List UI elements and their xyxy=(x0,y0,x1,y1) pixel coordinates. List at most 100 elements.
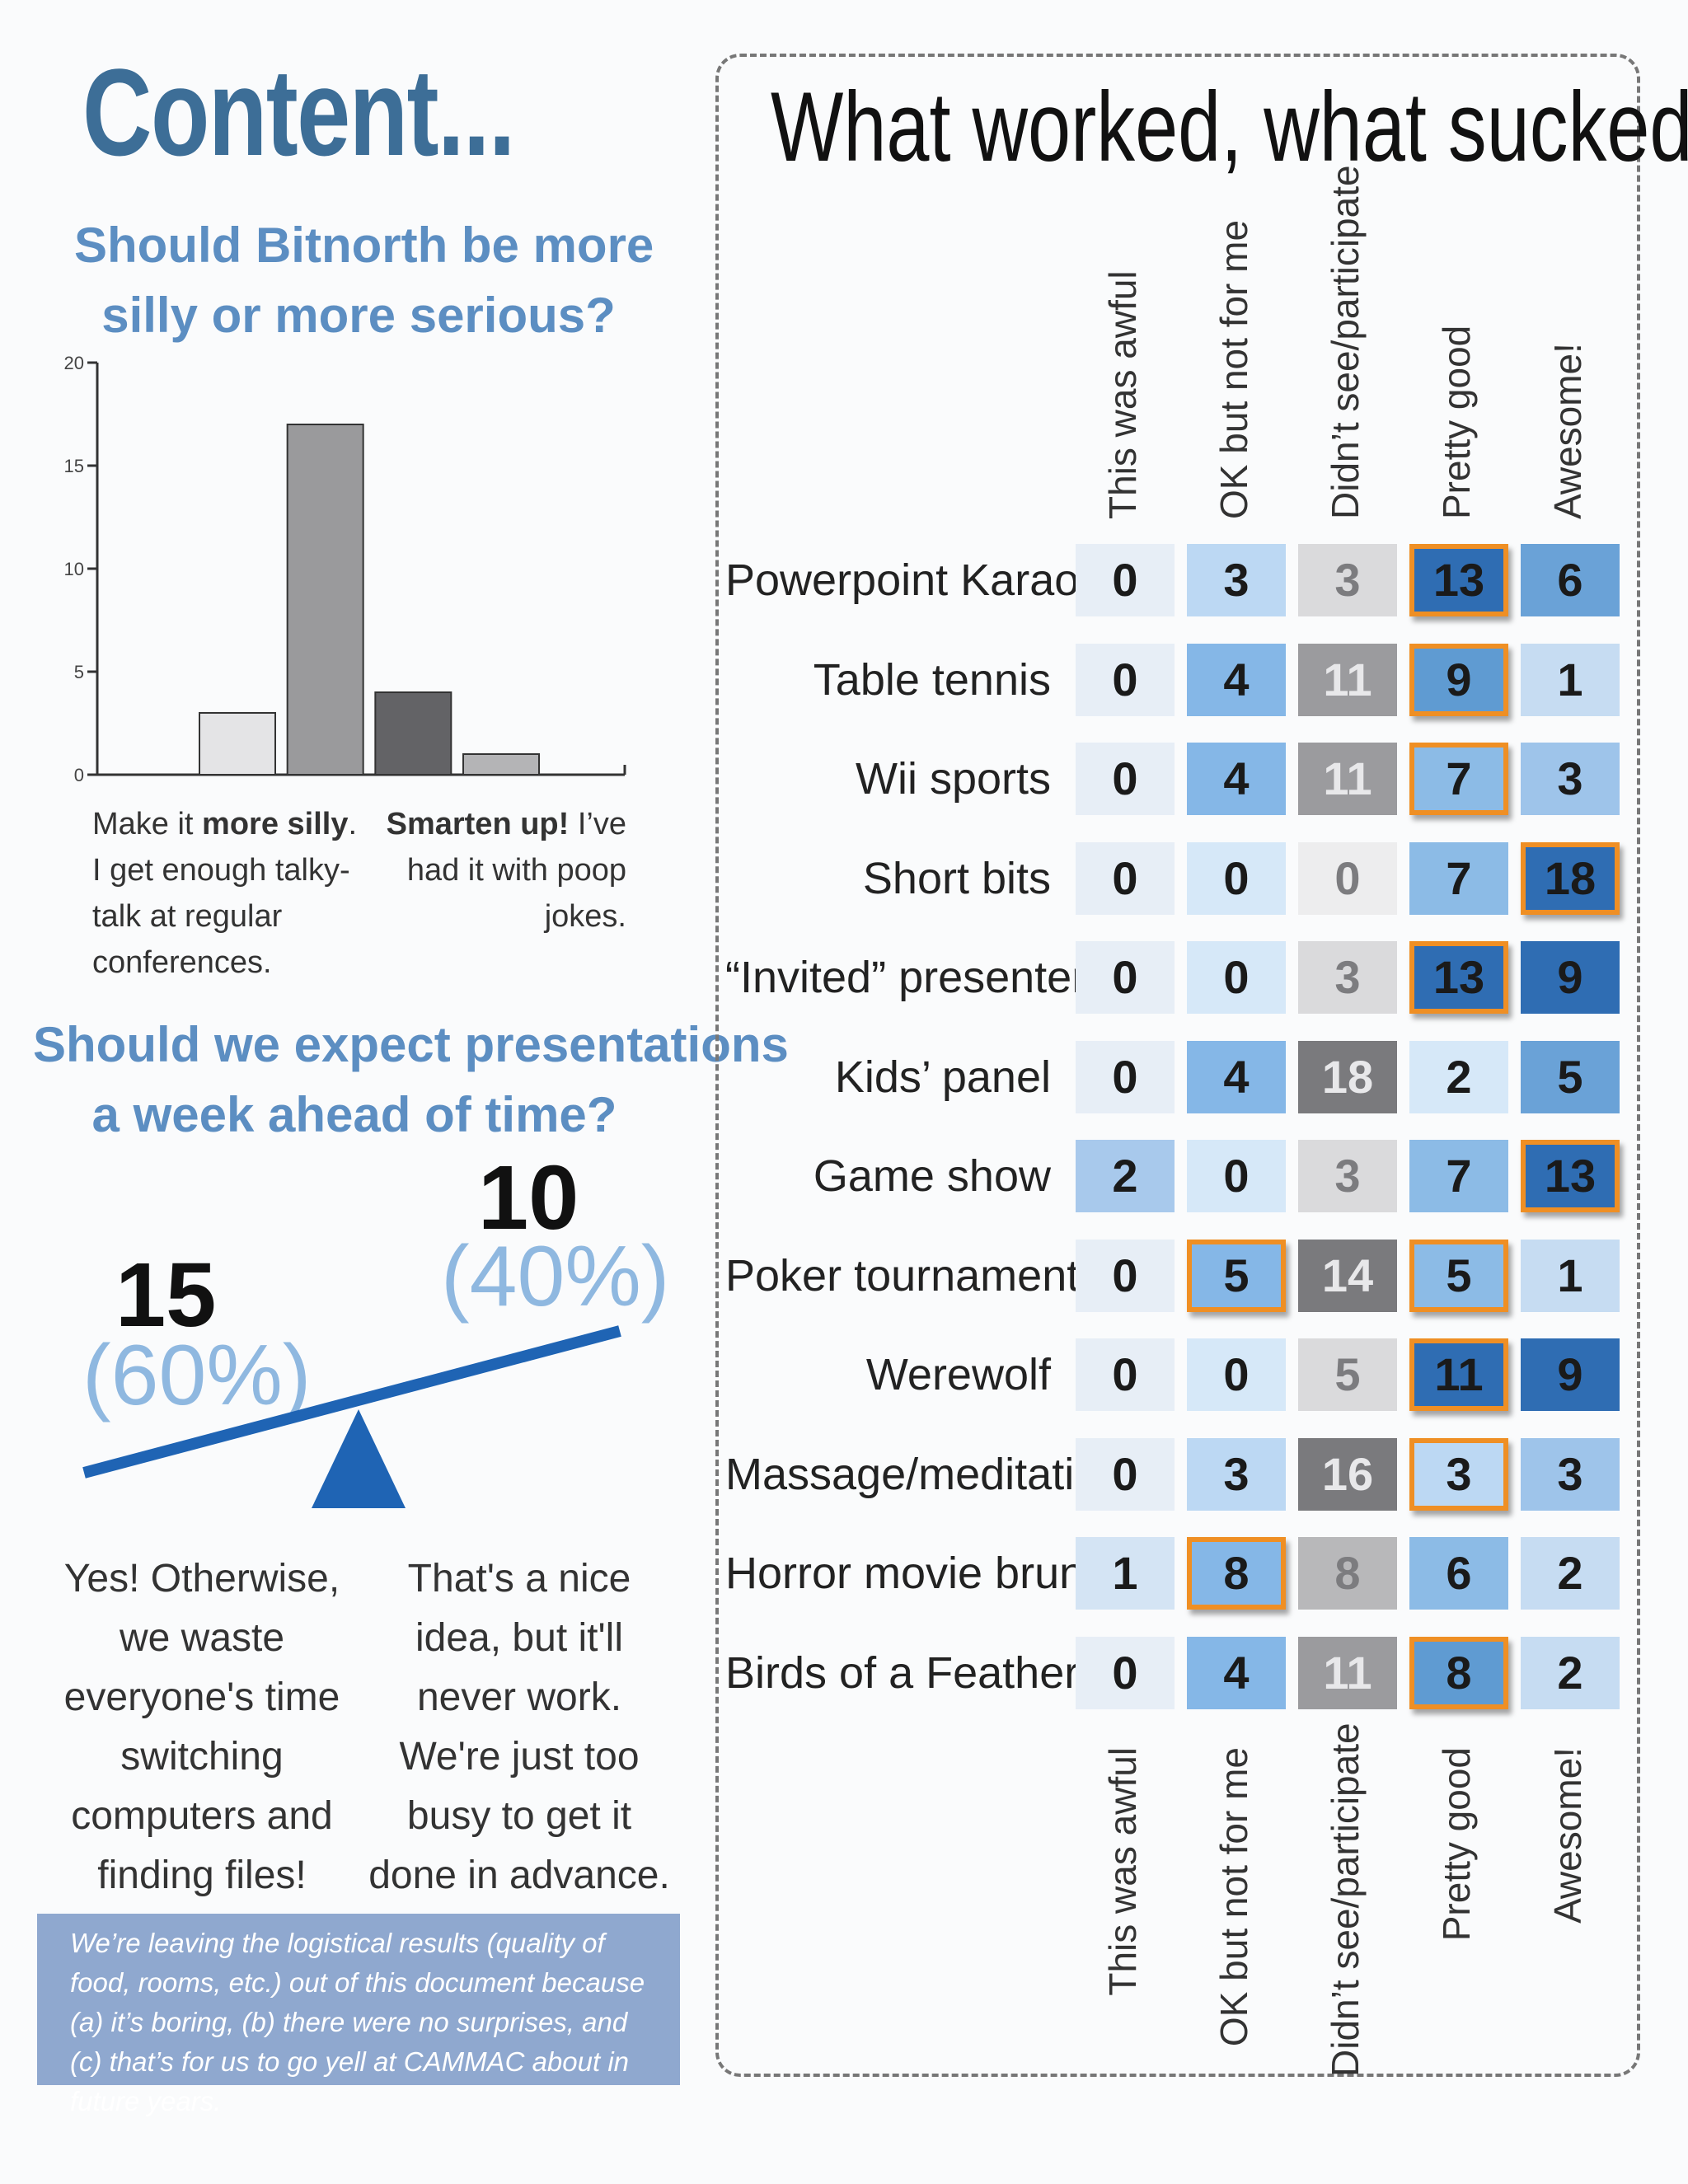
matrix-cell: 0 xyxy=(1187,1338,1286,1411)
silly-caption: Make it more silly. I get enough talky-t… xyxy=(92,801,364,986)
silly-caption-prefix: Make it xyxy=(92,807,203,841)
matrix-cell: 0 xyxy=(1076,941,1175,1014)
matrix-cell: 0 xyxy=(1298,841,1397,915)
matrix-cell: 2 xyxy=(1521,1537,1620,1610)
matrix-cell: 11 xyxy=(1298,743,1397,815)
matrix-cell: 5 xyxy=(1521,1040,1620,1113)
y-tick-label: 0 xyxy=(74,765,84,785)
bar xyxy=(199,712,276,776)
page-title: Content... xyxy=(82,43,515,181)
matrix-cell: 5 xyxy=(1187,1239,1286,1312)
column-header-bottom: Didn’t see/participate xyxy=(1324,1722,1367,2077)
matrix-cell: 1 xyxy=(1076,1537,1175,1610)
no-opinion-text: That's a nice idea, but it'll never work… xyxy=(368,1557,670,1897)
matrix-cell: 0 xyxy=(1076,841,1175,915)
row-label: “Invited” presenters xyxy=(725,953,1109,1002)
matrix-cell: 13 xyxy=(1521,1140,1620,1212)
silly-question-title: Should Bitnorth be more silly or more se… xyxy=(74,210,654,350)
y-tick-label: 5 xyxy=(74,662,84,682)
matrix-cell: 2 xyxy=(1076,1140,1175,1212)
serious-caption: Smarten up! I’ve had it with poop jokes. xyxy=(363,801,626,940)
matrix-cell: 1 xyxy=(1521,1239,1620,1312)
seesaw-fulcrum xyxy=(312,1409,406,1508)
bar xyxy=(374,691,452,776)
matrix-cell: 9 xyxy=(1521,941,1620,1014)
bar xyxy=(286,424,364,776)
serious-caption-rest: I’ve had it with poop jokes. xyxy=(406,807,626,934)
column-header-bottom: Awesome! xyxy=(1546,1747,1589,1924)
matrix-cell: 4 xyxy=(1187,643,1286,716)
row-label: Birds of a Feather xyxy=(725,1647,1080,1698)
matrix-cell: 11 xyxy=(1298,643,1397,716)
presentations-question-title: Should we expect presentations a week ah… xyxy=(33,1010,789,1150)
column-header-top: This was awful xyxy=(1101,270,1144,519)
matrix-cell: 0 xyxy=(1076,643,1175,716)
matrix-cell: 13 xyxy=(1409,941,1508,1014)
presentations-question-title-line: Should we expect presentations xyxy=(33,1017,789,1072)
yes-percent: (60%) xyxy=(82,1328,312,1423)
matrix-cell: 0 xyxy=(1187,941,1286,1014)
matrix-cell: 18 xyxy=(1298,1040,1397,1113)
column-header-bottom: This was awful xyxy=(1101,1747,1144,1996)
matrix-cell: 2 xyxy=(1409,1040,1508,1113)
matrix-cell: 4 xyxy=(1187,1636,1286,1709)
matrix-cell: 11 xyxy=(1298,1636,1397,1709)
matrix-cell: 6 xyxy=(1409,1537,1508,1610)
no-percent: (40%) xyxy=(441,1229,670,1324)
yes-opinion-text: Yes! Otherwise, we waste everyone's time… xyxy=(63,1557,340,1897)
matrix-cell: 0 xyxy=(1076,1239,1175,1312)
matrix-cell: 0 xyxy=(1076,1437,1175,1511)
matrix-cell: 1 xyxy=(1521,643,1620,716)
matrix-cell: 14 xyxy=(1298,1239,1397,1312)
silly-caption-rest: . I get enough talky-talk at regular con… xyxy=(92,807,358,980)
row-label: Game show xyxy=(813,1151,1051,1201)
matrix-cell: 0 xyxy=(1076,743,1175,815)
matrix-cell: 7 xyxy=(1409,1140,1508,1212)
row-label: Powerpoint Karaoke xyxy=(725,555,1127,605)
row-label: Table tennis xyxy=(813,654,1051,705)
matrix-cell: 3 xyxy=(1409,1437,1508,1511)
row-label: Horror movie brunch xyxy=(725,1549,1132,1598)
matrix-cell: 16 xyxy=(1298,1437,1397,1511)
matrix-cell: 0 xyxy=(1076,1040,1175,1113)
matrix-cell: 0 xyxy=(1187,1140,1286,1212)
column-header-bottom: OK but not for me xyxy=(1212,1747,1255,2047)
no-count: 10 xyxy=(478,1147,579,1249)
matrix-cell: 3 xyxy=(1298,544,1397,616)
matrix-cell: 3 xyxy=(1521,1437,1620,1511)
column-header-top: OK but not for me xyxy=(1212,219,1255,519)
matrix-cell: 9 xyxy=(1521,1338,1620,1411)
matrix-cell: 3 xyxy=(1298,1140,1397,1212)
row-label: Short bits xyxy=(862,853,1051,903)
silly-caption-bold: more silly xyxy=(202,807,349,841)
matrix-cell: 13 xyxy=(1409,544,1508,616)
matrix-cell: 7 xyxy=(1409,743,1508,815)
matrix-cell: 3 xyxy=(1298,941,1397,1014)
matrix-cell: 0 xyxy=(1187,841,1286,915)
column-header-bottom: Pretty good xyxy=(1435,1747,1478,1942)
matrix-cell: 18 xyxy=(1521,841,1620,915)
matrix-cell: 9 xyxy=(1409,643,1508,716)
row-label: Werewolf xyxy=(865,1350,1051,1399)
serious-caption-bold: Smarten up! xyxy=(386,807,570,841)
matrix-cell: 5 xyxy=(1298,1338,1397,1411)
matrix-cell: 0 xyxy=(1076,1338,1175,1411)
matrix-cell: 8 xyxy=(1187,1537,1286,1610)
matrix-cell: 4 xyxy=(1187,1040,1286,1113)
matrix-cell: 11 xyxy=(1409,1338,1508,1411)
matrix-cell: 0 xyxy=(1076,544,1175,616)
matrix-cell: 8 xyxy=(1409,1636,1508,1709)
matrix-panel xyxy=(715,54,1640,2077)
y-tick-label: 15 xyxy=(64,456,84,476)
row-label: Kids’ panel xyxy=(834,1052,1051,1102)
column-header-top: Awesome! xyxy=(1546,343,1589,519)
logistics-note: We’re leaving the logistical results (qu… xyxy=(37,1914,680,2116)
row-label: Wii sports xyxy=(855,754,1051,804)
matrix-cell: 2 xyxy=(1521,1636,1620,1709)
seesaw-illustration xyxy=(82,1325,621,1508)
y-tick-label: 20 xyxy=(64,353,84,373)
presentations-question-title-line: a week ahead of time? xyxy=(91,1087,617,1142)
matrix-cell: 0 xyxy=(1076,1636,1175,1709)
matrix-cell: 6 xyxy=(1521,544,1620,616)
silly-question-title-line: silly or more serious? xyxy=(101,288,616,343)
